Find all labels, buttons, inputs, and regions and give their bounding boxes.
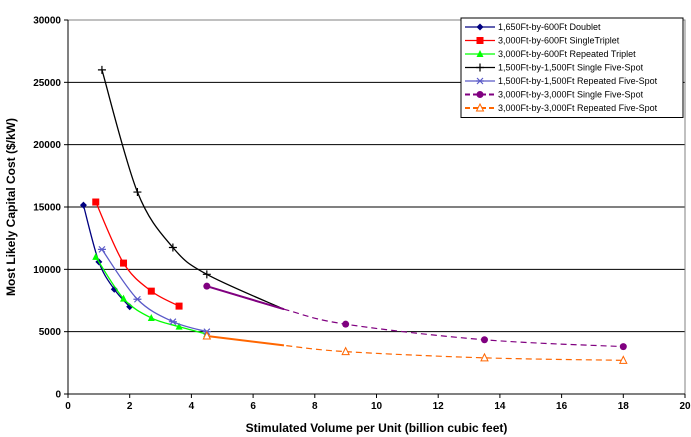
y-tick-label: 10000: [33, 265, 61, 276]
data-point-marker: [110, 285, 118, 293]
data-point-marker: [480, 336, 488, 344]
data-point-marker: [202, 330, 212, 340]
x-tick-label: 20: [679, 401, 691, 412]
x-tick-label: 2: [127, 401, 133, 412]
data-point-marker: [175, 322, 183, 330]
legend-entry: 1,650Ft-by-600Ft Doublet: [465, 22, 601, 32]
data-point-marker: [203, 282, 211, 290]
legend-label: 1,500Ft-by-1,500Ft Repeated Five-Spot: [498, 76, 658, 86]
legend-swatch-marker: [476, 91, 484, 98]
data-point-marker: [92, 198, 100, 206]
x-tick-label: 12: [433, 401, 445, 412]
data-point-marker: [341, 346, 350, 356]
series-line: [101, 69, 285, 310]
legend-label: 1,650Ft-by-600Ft Doublet: [498, 22, 601, 32]
series-line: [206, 285, 624, 348]
data-point-marker: [147, 313, 155, 321]
axes: 0 5000 10000 15000 20000 25000 30000 0 2 4 6 8 10 12 1…: [33, 16, 691, 413]
x-axis-title: Stimulated Volume per Unit (billion cubi…: [246, 421, 508, 435]
series-layer: [79, 65, 628, 364]
legend-label: 3,000Ft-by-3,000Ft Single Five-Spot: [498, 90, 644, 100]
x-tick-label: 8: [312, 401, 318, 412]
y-tick-label: 20000: [33, 140, 61, 151]
data-point-marker: [133, 188, 142, 197]
data-point-marker: [175, 302, 183, 310]
series-solid-segment: [206, 335, 285, 347]
legend-entry: 3,000Ft-by-600Ft SingleTriplet: [465, 36, 620, 46]
data-point-marker: [202, 270, 211, 279]
y-tick-label: 5000: [39, 327, 62, 338]
legend: 1,650Ft-by-600Ft Doublet 3,000Ft-by-600Ft…: [460, 17, 684, 118]
data-point-marker: [92, 252, 100, 260]
x-tick-label: 4: [189, 401, 195, 412]
series-solid-segment: [206, 285, 285, 311]
legend-swatch-marker: [476, 63, 484, 72]
data-point-marker: [97, 65, 106, 74]
legend-swatch-marker: [476, 77, 484, 85]
legend-label: 1,500Ft-by-1,500Ft Single Five-Spot: [498, 63, 644, 73]
legend-entry: 3,000Ft-by-3,000Ft Single Five-Spot: [465, 90, 644, 100]
data-point-marker: [126, 303, 134, 311]
x-tick-label: 14: [494, 401, 506, 412]
legend-entry: 3,000Ft-by-600Ft Repeated Triplet: [465, 49, 636, 59]
series-line: [95, 256, 207, 335]
legend-swatch-marker: [476, 37, 484, 44]
y-tick-label: 25000: [33, 78, 61, 89]
legend-entry: 3,000Ft-by-3,000Ft Repeated Five-Spot: [465, 102, 658, 113]
legend-label: 3,000Ft-by-600Ft Repeated Triplet: [498, 49, 636, 59]
x-tick-label: 10: [371, 401, 383, 412]
legend-swatch-marker: [475, 102, 485, 112]
series-line: [101, 249, 208, 333]
series-4: [97, 65, 285, 310]
data-point-marker: [120, 294, 128, 302]
series-7: [202, 330, 628, 364]
series-2: [92, 198, 183, 310]
series-line: [206, 335, 624, 361]
data-point-marker: [97, 245, 106, 253]
data-point-marker: [618, 355, 628, 364]
y-tick-label: 15000: [33, 203, 61, 214]
legend-label: 3,000Ft-by-600Ft SingleTriplet: [498, 36, 620, 46]
legend-box: [460, 17, 684, 118]
data-point-marker: [79, 201, 87, 209]
legend-swatch-marker: [476, 23, 484, 31]
y-axis-title: Most Likely Capital Cost ($/kW): [4, 118, 18, 296]
legend-label: 3,000Ft-by-3,000Ft Repeated Five-Spot: [498, 103, 658, 113]
x-tick-label: 0: [65, 401, 71, 412]
x-tick-label: 6: [250, 401, 256, 412]
data-point-marker: [480, 352, 489, 362]
data-point-marker: [133, 295, 142, 303]
series-line: [95, 201, 180, 307]
x-tick-label: 16: [556, 401, 568, 412]
legend-entry: 1,500Ft-by-1,500Ft Repeated Five-Spot: [465, 76, 658, 86]
gridlines: [68, 81, 685, 333]
data-point-marker: [147, 287, 155, 295]
data-point-marker: [120, 259, 128, 267]
data-point-marker: [168, 318, 177, 326]
y-tick-label: 0: [55, 390, 61, 401]
data-point-marker: [619, 343, 627, 351]
legend-entry: 1,500Ft-by-1,500Ft Single Five-Spot: [465, 63, 644, 73]
series-5: [97, 245, 211, 336]
x-tick-label: 18: [618, 401, 630, 412]
y-tick-label: 30000: [33, 16, 61, 27]
data-point-marker: [168, 243, 177, 252]
series-6: [203, 282, 627, 351]
legend-swatch-marker: [476, 50, 484, 57]
data-point-marker: [342, 320, 350, 328]
